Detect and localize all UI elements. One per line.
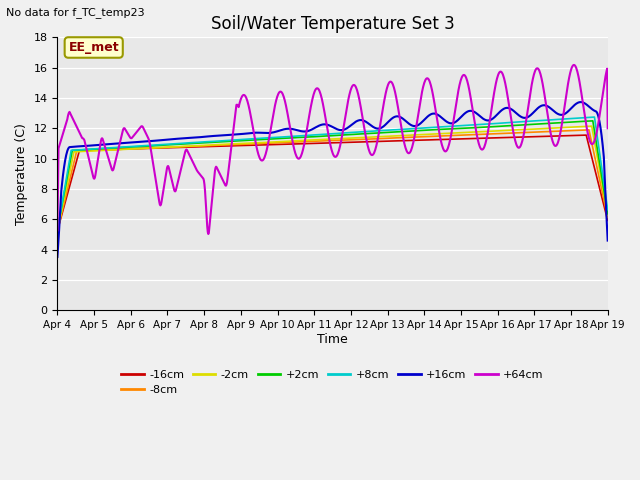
-16cm (296, 141, 303, 147)
-8cm (483, 132, 490, 137)
+8cm (493, 120, 500, 126)
+64cm (493, 76, 501, 82)
Line: +2cm: +2cm (58, 121, 608, 229)
+16cm (276, 128, 284, 133)
+16cm (431, 111, 439, 117)
+8cm (296, 133, 303, 139)
+64cm (109, 166, 117, 172)
+8cm (591, 114, 598, 120)
-2cm (431, 131, 439, 137)
Line: -8cm: -8cm (58, 130, 608, 231)
X-axis label: Time: Time (317, 333, 348, 346)
+2cm (483, 124, 490, 130)
+2cm (431, 127, 439, 132)
-16cm (109, 146, 117, 152)
+8cm (54, 228, 61, 234)
+8cm (431, 124, 439, 130)
-8cm (431, 133, 439, 139)
+8cm (604, 207, 612, 213)
-8cm (276, 140, 284, 145)
+2cm (276, 135, 284, 141)
+64cm (570, 62, 578, 68)
-16cm (54, 228, 61, 234)
+2cm (589, 118, 596, 124)
+16cm (54, 254, 61, 260)
-8cm (296, 139, 303, 144)
+8cm (109, 145, 117, 151)
+64cm (296, 155, 304, 160)
-2cm (54, 228, 61, 234)
+2cm (109, 145, 117, 151)
Line: +8cm: +8cm (58, 117, 608, 231)
+64cm (483, 134, 491, 140)
-16cm (493, 135, 500, 141)
+64cm (432, 109, 440, 115)
Line: -16cm: -16cm (58, 135, 608, 231)
+8cm (276, 134, 284, 140)
Y-axis label: Temperature (C): Temperature (C) (15, 123, 28, 225)
-8cm (604, 215, 612, 220)
Legend: -16cm, -8cm, -2cm, +2cm, +8cm, +16cm, +64cm: -16cm, -8cm, -2cm, +2cm, +8cm, +16cm, +6… (117, 365, 548, 400)
+16cm (296, 128, 303, 134)
-16cm (483, 135, 490, 141)
-16cm (276, 142, 284, 147)
-8cm (585, 127, 593, 133)
+2cm (604, 211, 612, 216)
+8cm (483, 121, 490, 127)
Text: No data for f_TC_temp23: No data for f_TC_temp23 (6, 7, 145, 18)
+2cm (493, 124, 500, 130)
-2cm (483, 129, 490, 134)
-2cm (588, 123, 596, 129)
-2cm (604, 212, 612, 218)
+16cm (493, 112, 500, 118)
+2cm (54, 227, 61, 232)
-16cm (582, 132, 590, 138)
+64cm (54, 228, 61, 233)
+64cm (604, 125, 612, 131)
-8cm (109, 146, 117, 152)
-8cm (493, 131, 500, 137)
Text: EE_met: EE_met (68, 41, 119, 54)
+64cm (276, 89, 284, 95)
-16cm (604, 217, 612, 223)
+16cm (483, 118, 490, 123)
Line: +16cm: +16cm (58, 102, 608, 257)
+16cm (109, 141, 117, 147)
Line: -2cm: -2cm (58, 126, 608, 231)
+64cm (205, 231, 212, 237)
-16cm (431, 137, 439, 143)
-8cm (54, 228, 61, 234)
-2cm (493, 128, 500, 134)
+16cm (604, 238, 612, 243)
Line: +64cm: +64cm (58, 65, 608, 234)
+2cm (296, 134, 303, 140)
-2cm (276, 139, 284, 144)
+16cm (577, 99, 584, 105)
-2cm (109, 147, 117, 153)
-2cm (296, 138, 303, 144)
Title: Soil/Water Temperature Set 3: Soil/Water Temperature Set 3 (211, 15, 454, 33)
